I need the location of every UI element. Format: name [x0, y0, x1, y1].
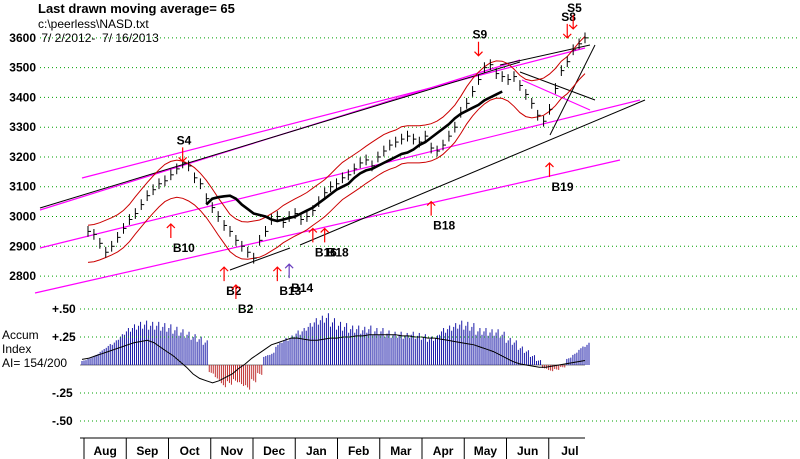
- price-tick-label: 3300: [9, 120, 36, 134]
- accum-tick-label: -.50: [52, 414, 73, 428]
- month-axis: Aug Sep Oct Nov Dec Jan Feb Mar Apr May Jun Jul: [80, 437, 585, 459]
- price-bars: [87, 32, 588, 264]
- black-trend-line: [229, 247, 291, 271]
- sell-arrow: [178, 147, 188, 163]
- price-gridlines: [40, 37, 800, 277]
- price-tick-label: 3200: [9, 150, 36, 164]
- sell-signal-label: S5: [567, 1, 582, 15]
- month-label: Nov: [221, 444, 244, 458]
- buy-arrow: [545, 162, 554, 177]
- buy-signal-label: B16: [315, 245, 337, 259]
- month-label: Apr: [433, 444, 454, 458]
- black-trend-line: [519, 71, 596, 101]
- black-trend-line: [499, 44, 591, 66]
- month-label: Jul: [561, 444, 578, 458]
- sell-signal-label: S4: [177, 133, 192, 147]
- price-tick-label: 3100: [9, 180, 36, 194]
- buy-arrow: [320, 227, 330, 243]
- magenta-channel-line: [39, 99, 641, 249]
- price-tick-label: 2800: [9, 269, 36, 283]
- chart-title: Last drawn moving average= 65: [38, 1, 235, 16]
- magenta-channel-line: [81, 47, 586, 179]
- sell-signal-label: S8: [561, 10, 576, 24]
- accum-ma-line: [81, 334, 586, 384]
- accum-tick-label: +.50: [52, 302, 76, 316]
- black-trend-line: [39, 61, 521, 209]
- price-tick-label: 2900: [9, 239, 36, 253]
- buy-signal-label: B18: [327, 245, 349, 259]
- price-tick-label: 3400: [9, 90, 36, 104]
- buy-signal-label: B10: [173, 241, 195, 255]
- accum-tick-label: -.25: [52, 386, 73, 400]
- magenta-channel-line: [521, 79, 591, 111]
- buy-arrow: [308, 227, 318, 243]
- month-label: Jun: [517, 444, 538, 458]
- black-trend-line: [549, 44, 596, 136]
- magenta-channel-line: [34, 159, 621, 294]
- buy-signal-label: B14: [291, 281, 313, 295]
- price-tick-label: 3500: [9, 61, 36, 75]
- envelope-line: [87, 73, 586, 263]
- accum-index-panel: [80, 313, 590, 390]
- sell-arrow: [562, 23, 572, 39]
- price-tick-label: 3600: [9, 31, 36, 45]
- buy-arrow: [166, 223, 176, 238]
- buy-signal-label: B13: [279, 284, 301, 298]
- buy-signal-label: B19: [552, 180, 574, 194]
- sell-signal-label: S9: [473, 28, 488, 42]
- month-label: Oct: [180, 444, 200, 458]
- buy-arrow: [272, 266, 282, 282]
- data-file-path: c:\peerless\NASD.txt: [38, 17, 149, 31]
- price-y-axis: 2800 2900 3000 3100 3200 3300 3400 3500 3600: [9, 31, 36, 283]
- accum-y-axis: +.50 +.25 -.25 -.50: [52, 302, 800, 428]
- black-trend-line: [299, 99, 646, 246]
- trend-channels: [34, 44, 646, 294]
- accum-tick-label: +.25: [52, 330, 76, 344]
- sell-arrow: [568, 14, 578, 30]
- ma-line: [205, 90, 503, 223]
- accum-label-line1: Accum: [2, 328, 39, 342]
- accum-ai-value: AI= 154/200: [2, 356, 67, 370]
- buy-arrow: [284, 263, 294, 279]
- buy-arrow: [426, 200, 436, 216]
- buy-arrow: [219, 266, 229, 282]
- month-label: May: [474, 444, 498, 458]
- envelope-bands: [87, 36, 586, 263]
- sell-arrow: [474, 41, 483, 57]
- moving-average: [205, 90, 503, 223]
- buy-arrow: [231, 284, 241, 299]
- month-label: Aug: [93, 444, 116, 458]
- month-label: Mar: [390, 444, 412, 458]
- envelope-line: [87, 36, 586, 226]
- month-label: Dec: [263, 444, 285, 458]
- date-range: 7/ 2/2012- 7/ 16/2013: [38, 31, 159, 45]
- buy-signal-label: B18: [433, 219, 455, 233]
- buy-signal-label: B2: [238, 302, 254, 316]
- month-label: Jan: [306, 444, 327, 458]
- month-label: Sep: [136, 444, 158, 458]
- price-tick-label: 3000: [9, 210, 36, 224]
- month-label: Feb: [348, 444, 369, 458]
- accum-label-line2: Index: [2, 342, 31, 356]
